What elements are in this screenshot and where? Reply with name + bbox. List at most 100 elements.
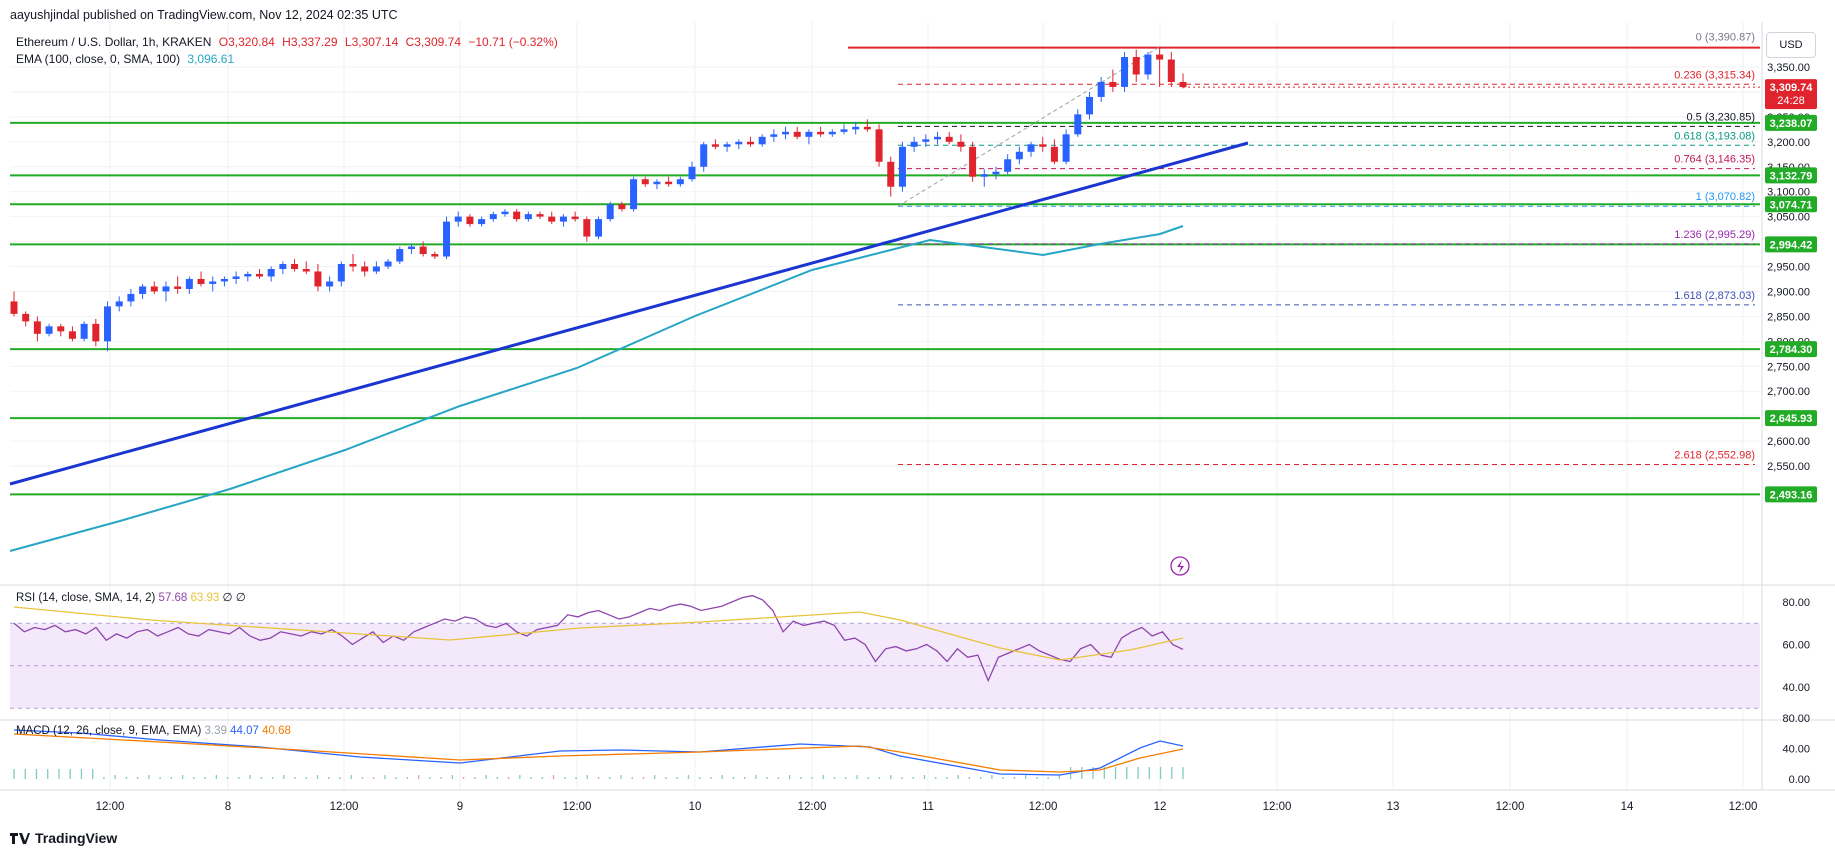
candle-body (676, 179, 684, 185)
candle-body (220, 278, 228, 282)
macd-label[interactable]: MACD (12, 26, close, 9, EMA, EMA) (16, 725, 202, 737)
fib-level-label: 1.236 (2,995.29) (1674, 229, 1755, 241)
time-tick-label: 12:00 (563, 801, 592, 813)
candles (10, 46, 1760, 576)
candle-body (875, 129, 883, 162)
candle-body (1027, 144, 1035, 152)
candle-body (910, 141, 918, 147)
tradingview-logo[interactable]: TradingView (10, 830, 117, 846)
macd-legend: MACD (12, 26, close, 9, EMA, EMA) 3.39 4… (16, 725, 291, 737)
fib-level-label: 1 (3,070.82) (1696, 191, 1755, 203)
ascending-trendline (9, 141, 1249, 486)
ema-value: 3,096.61 (187, 52, 235, 66)
time-tick-label: 12:00 (798, 801, 827, 813)
candle-body (746, 141, 754, 145)
candle-body (139, 286, 147, 294)
time-tick-label: 12:00 (330, 801, 359, 813)
candle-body (1004, 159, 1012, 172)
ema-label[interactable]: EMA (100, close, 0, SMA, 100) (16, 52, 181, 66)
candle-body (1167, 59, 1175, 82)
rsi-pane: 80.00 60.00 40.00 (13, 594, 1810, 694)
time-tick-label: 13 (1387, 801, 1400, 813)
candle-body (326, 281, 334, 287)
candle-body (197, 278, 205, 284)
fib-level-label: 0.5 (3,230.85) (1687, 111, 1756, 123)
candle-body (232, 276, 240, 279)
time-tick-label: 12:00 (1729, 801, 1758, 813)
price-tick-label: 3,350.00 (1767, 62, 1810, 74)
candle-body (92, 323, 100, 342)
candle-body (384, 261, 392, 267)
candle-body (1074, 114, 1082, 135)
publisher-line: aayushjindal published on TradingView.co… (10, 8, 398, 22)
fib-level-label: 0.618 (3,193.08) (1674, 130, 1755, 142)
candle-body (513, 211, 521, 220)
support-level-badge-bg (1765, 196, 1817, 213)
support-level-badge: 3,074.71 (1770, 199, 1813, 211)
price-tick-label: 2,700.00 (1767, 386, 1810, 398)
candle-body (641, 179, 649, 185)
candle-body (349, 264, 357, 267)
time-tick-label: 14 (1621, 801, 1634, 813)
currency-button[interactable]: USD (1766, 32, 1816, 58)
symbol-title[interactable]: Ethereum / U.S. Dollar, 1h, KRAKEN (16, 35, 212, 49)
fib-level-label: 0 (3,390.87) (1696, 32, 1755, 44)
candle-body (1097, 81, 1105, 97)
candle-body (279, 264, 287, 269)
rsi-legend: RSI (14, close, SMA, 14, 2) 57.68 63.93 … (16, 590, 246, 604)
ema-curve (9, 225, 1184, 552)
support-level-badge-bg (1765, 114, 1817, 131)
last-price-badge: 3,309.74 (1770, 82, 1814, 94)
candle-body (372, 266, 380, 272)
support-level-badge: 2,784.30 (1770, 344, 1813, 356)
support-level-badge: 3,132.79 (1770, 170, 1813, 182)
price-tick-label: 3,200.00 (1767, 137, 1810, 149)
candle-body (185, 278, 193, 289)
candle-body (431, 254, 439, 257)
candle-body (992, 171, 1000, 175)
fib-level-label: 0.236 (3,315.34) (1674, 69, 1755, 81)
candle-body (583, 219, 591, 237)
candle-body (630, 179, 638, 210)
support-level-badge-bg (1765, 167, 1817, 184)
candle-body (68, 331, 76, 339)
time-tick-label: 12 (1154, 801, 1167, 813)
candle-body (150, 286, 158, 292)
support-level-badge-bg (1765, 486, 1817, 503)
candle-body (980, 174, 988, 177)
candle-body (782, 131, 790, 135)
candle-body (22, 313, 30, 322)
candle-body (489, 214, 497, 220)
candle-body (524, 214, 532, 220)
macd-signal-value: 40.68 (262, 725, 291, 737)
candle-body (291, 264, 299, 269)
candle-body (898, 146, 906, 187)
fib-anchor-line (897, 46, 1161, 207)
candle-body (443, 221, 451, 257)
candle-body (595, 219, 602, 237)
candle-body (115, 301, 123, 307)
candle-body (1050, 146, 1058, 162)
candle-body (174, 286, 182, 289)
macd-hist-value: 3.39 (204, 725, 227, 737)
macd-line (13, 729, 1184, 776)
candle-body (10, 301, 18, 314)
fibonacci-retracement: 0 (3,390.87) 0.236 (3,315.34) 0.5 (3,230.8… (897, 32, 1756, 466)
candle-body (922, 139, 930, 142)
event-icon-bolt (1177, 560, 1184, 573)
macd-tick-label: 0.00 (1789, 774, 1810, 786)
candle-body (1132, 57, 1140, 75)
event-lightning-icon (1170, 556, 1190, 576)
rsi-ma-value: 63.93 (190, 592, 220, 604)
rsi-label[interactable]: RSI (14, close, SMA, 14, 2) (16, 592, 156, 604)
candle-body (887, 161, 895, 187)
rsi-ma-line (13, 606, 1184, 661)
candle-body (361, 266, 369, 272)
ohlc-close: C3,309.74 (405, 35, 462, 49)
candle-body (1156, 54, 1164, 60)
time-tick-label: 9 (457, 801, 463, 813)
candle-body (606, 204, 614, 220)
support-level-badge: 2,994.42 (1770, 239, 1813, 251)
rsi-value: 57.68 (158, 592, 188, 604)
